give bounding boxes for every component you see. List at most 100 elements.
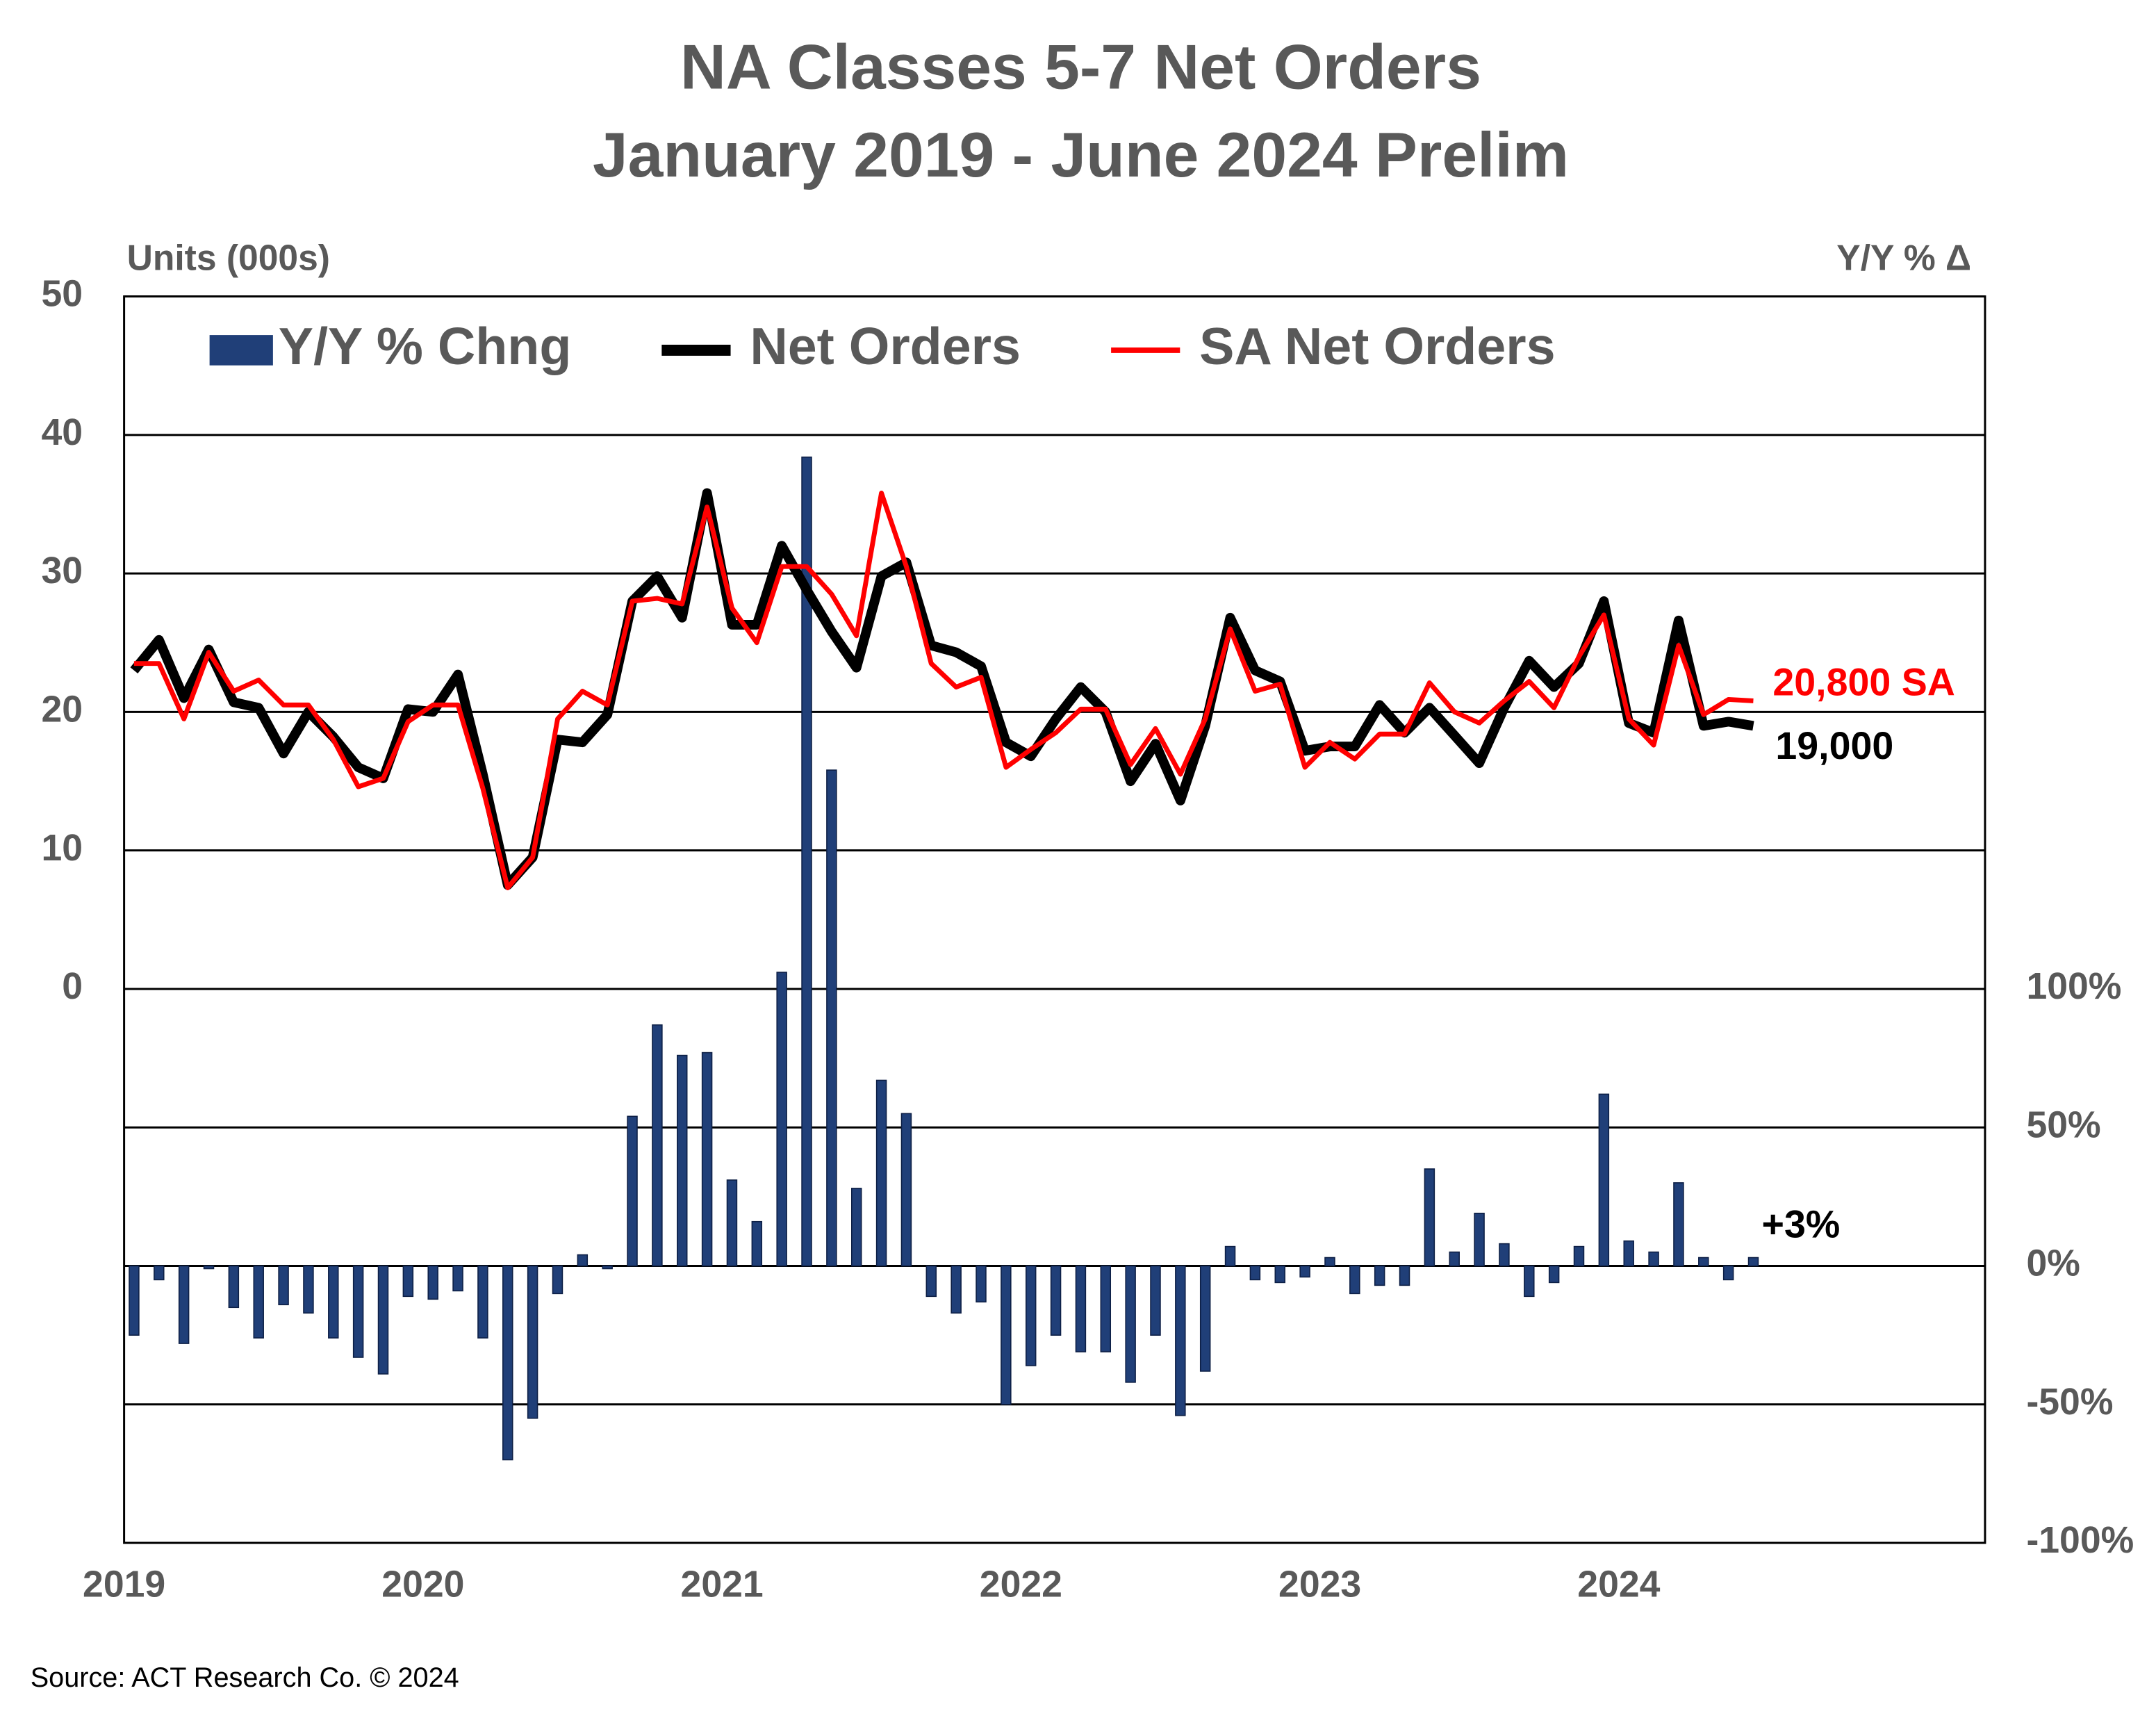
y2-tick-label: -100%	[2026, 1520, 2134, 1561]
plot-frame	[123, 295, 1986, 1544]
bar	[1075, 1265, 1087, 1352]
bar	[1474, 1212, 1485, 1267]
bar	[1025, 1265, 1037, 1366]
bar	[1747, 1257, 1759, 1267]
bar	[328, 1265, 339, 1339]
y2-tick-label: 100%	[2026, 966, 2121, 1007]
bar	[776, 972, 787, 1267]
y-tick-label: 20	[42, 689, 83, 730]
bar	[1548, 1265, 1560, 1284]
bar	[577, 1254, 589, 1267]
x-tick-label: 2019	[83, 1564, 165, 1605]
bar	[1424, 1168, 1435, 1267]
bar	[477, 1265, 488, 1339]
legend-label: Net Orders	[750, 317, 1021, 375]
bar	[1224, 1245, 1236, 1267]
bar	[677, 1054, 688, 1267]
y-tick-label: 40	[42, 412, 83, 453]
bar	[228, 1265, 240, 1309]
legend-label: SA Net Orders	[1199, 317, 1555, 375]
bar	[850, 1188, 862, 1267]
bar	[1673, 1182, 1684, 1267]
bar	[278, 1265, 289, 1306]
bar	[1175, 1265, 1186, 1416]
bar	[502, 1265, 513, 1461]
bar	[925, 1265, 937, 1298]
bar	[900, 1113, 912, 1267]
bar	[427, 1265, 438, 1300]
y2-axis-label: Y/Y % Δ	[1836, 238, 1971, 278]
bar	[1374, 1265, 1385, 1286]
chart-title: NA Classes 5-7 Net Orders	[680, 31, 1481, 102]
y-tick-label: 30	[42, 550, 83, 591]
x-tick-label: 2024	[1577, 1564, 1660, 1605]
bar	[1001, 1265, 1012, 1405]
bar	[976, 1265, 987, 1303]
line-series	[130, 488, 1754, 890]
bar	[303, 1265, 314, 1314]
y-tick-label: 0	[62, 966, 83, 1007]
bar	[1199, 1265, 1211, 1372]
bar	[751, 1220, 763, 1267]
bar	[253, 1265, 264, 1339]
line-series	[133, 490, 1754, 890]
bar	[1274, 1265, 1285, 1284]
bar	[1449, 1251, 1460, 1267]
bar	[801, 456, 812, 1267]
legend-swatch	[209, 335, 273, 366]
bar	[1698, 1257, 1709, 1267]
legend-label: Y/Y % Chng	[279, 317, 572, 375]
bar	[1349, 1265, 1360, 1295]
bar	[1524, 1265, 1535, 1298]
bar	[1499, 1243, 1510, 1267]
bar	[951, 1265, 962, 1314]
bar	[826, 769, 837, 1267]
bar	[627, 1115, 638, 1267]
annotation: 19,000	[1775, 724, 1893, 767]
bar	[1722, 1265, 1734, 1281]
bar	[652, 1024, 663, 1267]
bar	[552, 1265, 563, 1295]
bar	[402, 1265, 414, 1298]
bar	[1648, 1251, 1659, 1267]
x-tick-label: 2021	[681, 1564, 764, 1605]
y-tick-label: 50	[42, 274, 83, 315]
bar	[452, 1265, 463, 1292]
bar	[1324, 1257, 1335, 1267]
bar	[377, 1265, 389, 1375]
bar	[602, 1265, 613, 1270]
bar	[875, 1079, 887, 1267]
bar	[1249, 1265, 1261, 1281]
x-tick-label: 2020	[381, 1564, 464, 1605]
bar	[1598, 1093, 1610, 1267]
annotation: +3%	[1762, 1202, 1841, 1245]
y2-tick-label: 50%	[2026, 1104, 2100, 1145]
bar	[1050, 1265, 1062, 1336]
bar	[1150, 1265, 1161, 1336]
bar	[1623, 1240, 1634, 1267]
bar	[154, 1265, 165, 1281]
bar	[1125, 1265, 1136, 1383]
bar	[1100, 1265, 1112, 1352]
y-axis-label: Units (000s)	[127, 238, 330, 278]
bar	[203, 1265, 215, 1270]
y2-tick-label: 0%	[2026, 1243, 2080, 1284]
y-tick-label: 10	[42, 828, 83, 869]
bar	[701, 1052, 713, 1267]
bar	[352, 1265, 364, 1358]
bar	[527, 1265, 538, 1419]
annotation: 20,800 SA	[1772, 661, 1955, 704]
bar	[129, 1265, 140, 1336]
bar	[1299, 1265, 1310, 1278]
x-tick-label: 2023	[1278, 1564, 1361, 1605]
bar	[726, 1179, 738, 1267]
chart-subtitle: January 2019 - June 2024 Prelim	[593, 120, 1569, 190]
y2-tick-label: -50%	[2026, 1382, 2113, 1423]
bar	[178, 1265, 190, 1344]
source-note: Source: ACT Research Co. © 2024	[31, 1662, 459, 1693]
bar	[1399, 1265, 1410, 1286]
x-tick-label: 2022	[980, 1564, 1062, 1605]
bar	[1573, 1245, 1585, 1267]
